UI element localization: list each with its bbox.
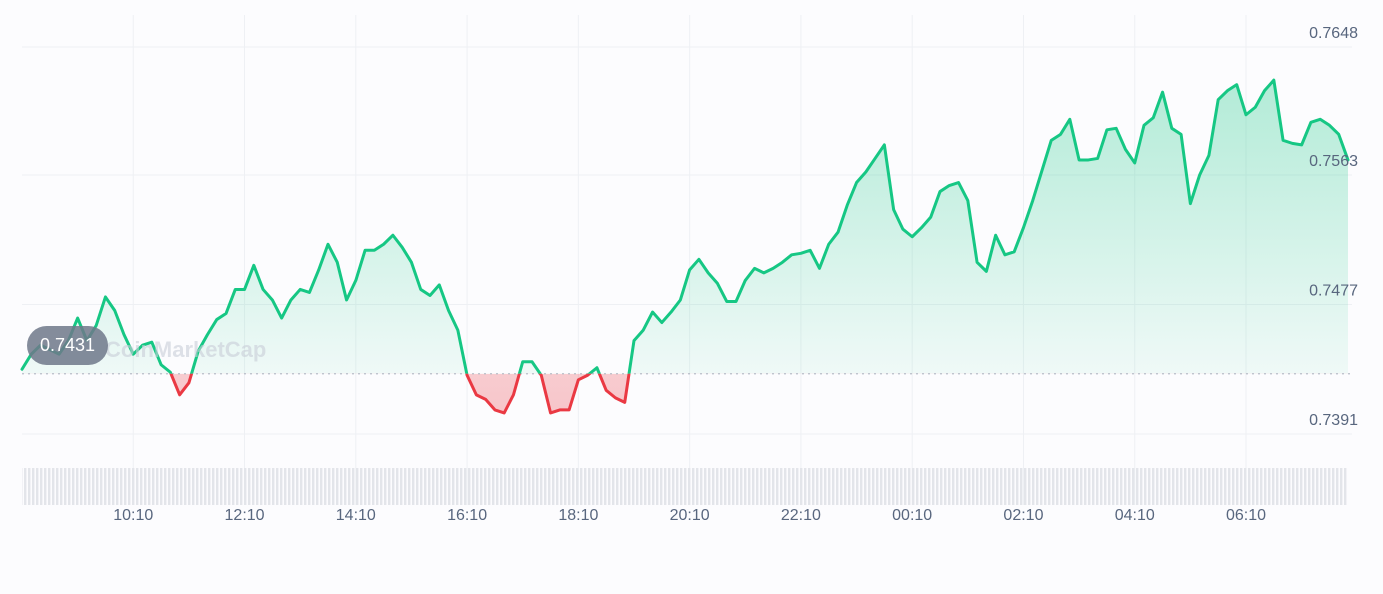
y-tick-label: 0.7391 bbox=[1309, 412, 1358, 429]
x-tick-label: 22:10 bbox=[781, 507, 821, 524]
y-tick-label: 0.7648 bbox=[1309, 25, 1358, 42]
y-tick-label: 0.7563 bbox=[1309, 153, 1358, 170]
marks bbox=[20, 78, 1352, 415]
x-tick-label: 06:10 bbox=[1226, 507, 1266, 524]
x-tick-label: 20:10 bbox=[670, 507, 710, 524]
x-tick-label: 02:10 bbox=[1003, 507, 1043, 524]
price-line-up bbox=[20, 78, 1350, 374]
x-tick-label: 10:10 bbox=[113, 507, 153, 524]
x-tick-label: 18:10 bbox=[558, 507, 598, 524]
x-tick-label: 04:10 bbox=[1115, 507, 1155, 524]
watermark: CoinMarketCap bbox=[105, 337, 266, 362]
y-tick-label: 0.7477 bbox=[1309, 283, 1358, 300]
volume-strip bbox=[22, 468, 1348, 505]
reference-pill bbox=[27, 326, 108, 365]
x-tick-label: 12:10 bbox=[225, 507, 265, 524]
reference-label: 0.7431 bbox=[40, 335, 95, 355]
x-tick-label: 00:10 bbox=[892, 507, 932, 524]
labels: 0.7391 0.7477 0.7563 0.7648 10:10 12:10 14:10 1… bbox=[27, 25, 1358, 524]
area-up bbox=[22, 80, 1348, 374]
x-tick-label: 14:10 bbox=[336, 507, 376, 524]
x-tick-label: 16:10 bbox=[447, 507, 487, 524]
